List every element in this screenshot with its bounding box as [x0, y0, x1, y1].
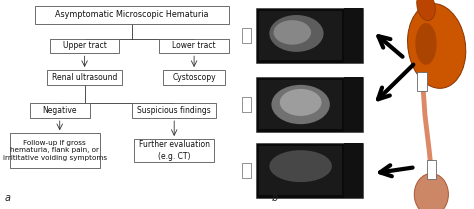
FancyBboxPatch shape: [47, 70, 122, 85]
Ellipse shape: [269, 15, 324, 52]
Text: Follow-up if gross
hematuria, flank pain, or
irrititative voiding symptoms: Follow-up if gross hematuria, flank pain…: [3, 140, 107, 161]
FancyBboxPatch shape: [344, 77, 363, 132]
FancyBboxPatch shape: [427, 160, 436, 179]
Text: Suspicious findings: Suspicious findings: [137, 106, 211, 115]
FancyBboxPatch shape: [259, 146, 342, 195]
FancyBboxPatch shape: [259, 11, 342, 60]
FancyBboxPatch shape: [259, 80, 342, 129]
Ellipse shape: [273, 20, 311, 45]
Ellipse shape: [415, 23, 437, 65]
Text: Upper tract: Upper tract: [63, 41, 107, 51]
Ellipse shape: [408, 4, 466, 88]
FancyBboxPatch shape: [417, 72, 427, 91]
FancyBboxPatch shape: [135, 139, 214, 162]
FancyBboxPatch shape: [344, 143, 363, 198]
Ellipse shape: [280, 89, 321, 116]
FancyBboxPatch shape: [50, 39, 119, 53]
FancyBboxPatch shape: [132, 103, 217, 118]
FancyBboxPatch shape: [256, 143, 363, 198]
Text: Renal ultrasound: Renal ultrasound: [52, 73, 117, 82]
FancyBboxPatch shape: [242, 163, 251, 178]
FancyBboxPatch shape: [163, 70, 225, 85]
Text: Cystoscopy: Cystoscopy: [172, 73, 216, 82]
FancyBboxPatch shape: [30, 103, 90, 118]
Text: Further evaluation
(e.g. CT): Further evaluation (e.g. CT): [139, 140, 210, 161]
Text: Lower tract: Lower tract: [172, 41, 216, 51]
Text: a: a: [5, 193, 11, 203]
FancyBboxPatch shape: [242, 97, 251, 112]
Text: Asymptomatic Microscopic Hematuria: Asymptomatic Microscopic Hematuria: [55, 10, 209, 19]
Ellipse shape: [272, 85, 330, 124]
FancyBboxPatch shape: [256, 77, 363, 132]
FancyBboxPatch shape: [242, 28, 251, 43]
Ellipse shape: [417, 0, 435, 20]
Ellipse shape: [269, 150, 332, 182]
Text: b: b: [272, 193, 278, 203]
FancyBboxPatch shape: [35, 6, 229, 23]
FancyBboxPatch shape: [256, 8, 363, 63]
FancyBboxPatch shape: [10, 133, 100, 168]
Text: Negative: Negative: [43, 106, 77, 115]
Ellipse shape: [414, 173, 448, 209]
FancyBboxPatch shape: [344, 8, 363, 63]
FancyBboxPatch shape: [159, 39, 229, 53]
